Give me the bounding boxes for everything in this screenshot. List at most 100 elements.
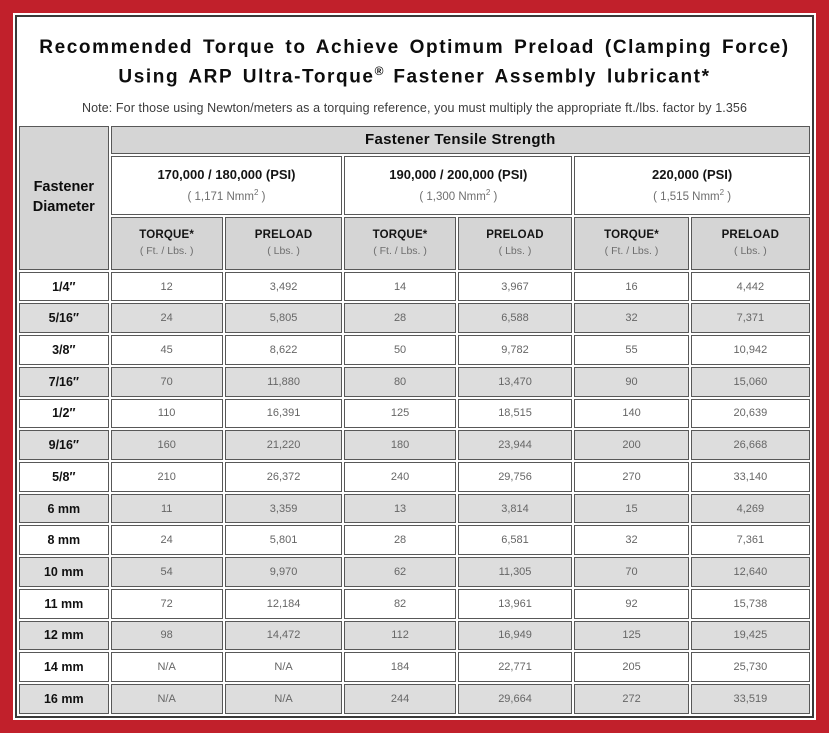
psi-group-190-200-label: 190,000 / 200,000 (PSI) — [389, 167, 528, 183]
torque-value-cell: 110 — [110, 398, 223, 429]
preload-value-cell: 3,967 — [457, 271, 573, 302]
row-diameter-label: 16 mm — [19, 684, 109, 714]
psi-group-190-200-nmm: ( 1,300 Nmm2 ) — [419, 188, 498, 204]
preload-value-cell: 6,581 — [457, 525, 573, 556]
torque-value-cell: N/A — [110, 684, 223, 714]
preload-value-cell: 9,970 — [224, 557, 343, 587]
torque-value-cell: 50 — [344, 335, 456, 365]
psi-group-170-180-nmm: ( 1,171 Nmm2 ) — [187, 188, 266, 204]
row-diameter-label: 6 mm — [19, 493, 109, 524]
preload-value-cell: 10,942 — [690, 335, 810, 365]
preload-value-cell: 5,801 — [224, 525, 343, 556]
row-diameter-label: 1/4″ — [19, 271, 109, 302]
preload-value-cell: 7,361 — [690, 525, 810, 556]
table-row: 16 mm N/A N/A 244 29,664 272 33,519 — [19, 684, 810, 714]
torque-value-cell: 244 — [344, 684, 456, 714]
row-diameter-label: 12 mm — [19, 620, 109, 651]
torque-value-cell: 80 — [344, 366, 456, 397]
preload-value-cell: 23,944 — [457, 430, 573, 460]
table-row: 12 mm 98 14,472 112 16,949 125 19,425 — [19, 620, 810, 651]
row-diameter-label: 3/8″ — [19, 335, 109, 365]
psi-group-header-row: 170,000 / 180,000 (PSI) ( 1,171 Nmm2 ) 1… — [19, 155, 810, 216]
psi-group-170-180: 170,000 / 180,000 (PSI) ( 1,171 Nmm2 ) — [110, 155, 343, 216]
torque-value-cell: 98 — [110, 620, 223, 651]
torque-value-cell: 184 — [344, 652, 456, 683]
preload-value-cell: N/A — [224, 652, 343, 683]
table-row: 1/4″ 12 3,492 14 3,967 16 4,442 — [19, 271, 810, 302]
torque-value-cell: 24 — [110, 525, 223, 556]
psi-group-220-nmm: ( 1,515 Nmm2 ) — [653, 188, 732, 204]
torque-value-cell: 200 — [574, 430, 689, 460]
torque-value-cell: 55 — [574, 335, 689, 365]
table-row: 6 mm 11 3,359 13 3,814 15 4,269 — [19, 493, 810, 524]
psi-group-170-180-label: 170,000 / 180,000 (PSI) — [157, 167, 296, 183]
row-diameter-label: 8 mm — [19, 525, 109, 556]
row-diameter-label: 14 mm — [19, 652, 109, 683]
torque-preload-header-row: TORQUE* ( Ft. / Lbs. ) PRELOAD ( Lbs. ) … — [19, 217, 810, 270]
torque-value-cell: 210 — [110, 462, 223, 492]
psi-group-190-200: 190,000 / 200,000 (PSI) ( 1,300 Nmm2 ) — [344, 155, 573, 216]
torque-value-cell: 272 — [574, 684, 689, 714]
preload-header-2: PRELOAD ( Lbs. ) — [457, 217, 573, 270]
preload-value-cell: 5,805 — [224, 303, 343, 334]
preload-value-cell: 12,640 — [690, 557, 810, 587]
row-diameter-label: 5/8″ — [19, 462, 109, 492]
torque-value-cell: 70 — [110, 366, 223, 397]
title-section: Recommended Torque to Achieve Optimum Pr… — [17, 17, 812, 124]
preload-value-cell: 16,391 — [224, 398, 343, 429]
torque-value-cell: 125 — [574, 620, 689, 651]
table-row: 9/16″ 160 21,220 180 23,944 200 26,668 — [19, 430, 810, 460]
tensile-strength-header-row: Fastener Diameter Fastener Tensile Stren… — [19, 126, 810, 270]
torque-header-1: TORQUE* ( Ft. / Lbs. ) — [110, 217, 223, 270]
preload-value-cell: 6,588 — [457, 303, 573, 334]
preload-value-cell: 3,359 — [224, 493, 343, 524]
torque-value-cell: 12 — [110, 271, 223, 302]
inner-sliver: Recommended Torque to Achieve Optimum Pr… — [13, 13, 816, 720]
torque-value-cell: 54 — [110, 557, 223, 587]
row-diameter-label: 10 mm — [19, 557, 109, 587]
preload-value-cell: 8,622 — [224, 335, 343, 365]
preload-value-cell: 26,668 — [690, 430, 810, 460]
table-row: 5/16″ 24 5,805 28 6,588 32 7,371 — [19, 303, 810, 334]
preload-value-cell: 11,880 — [224, 366, 343, 397]
preload-value-cell: 33,140 — [690, 462, 810, 492]
torque-header-3: TORQUE* ( Ft. / Lbs. ) — [574, 217, 689, 270]
table-row: 5/8″ 210 26,372 240 29,756 270 33,140 — [19, 462, 810, 492]
torque-value-cell: 125 — [344, 398, 456, 429]
preload-value-cell: 11,305 — [457, 557, 573, 587]
preload-value-cell: 18,515 — [457, 398, 573, 429]
psi-group-220: 220,000 (PSI) ( 1,515 Nmm2 ) — [574, 155, 810, 216]
psi-group-220-label: 220,000 (PSI) — [652, 167, 733, 183]
torque-value-cell: 24 — [110, 303, 223, 334]
preload-value-cell: 20,639 — [690, 398, 810, 429]
preload-value-cell: 26,372 — [224, 462, 343, 492]
preload-value-cell: 15,738 — [690, 588, 810, 619]
torque-spec-table: Fastener Diameter Fastener Tensile Stren… — [17, 124, 812, 716]
table-row: 10 mm 54 9,970 62 11,305 70 12,640 — [19, 557, 810, 587]
torque-value-cell: 62 — [344, 557, 456, 587]
torque-value-cell: 28 — [344, 303, 456, 334]
page-title-line-1: Recommended Torque to Achieve Optimum Pr… — [39, 37, 790, 58]
torque-value-cell: N/A — [110, 652, 223, 683]
row-diameter-label: 5/16″ — [19, 303, 109, 334]
preload-value-cell: 13,961 — [457, 588, 573, 619]
torque-value-cell: 13 — [344, 493, 456, 524]
preload-value-cell: 3,492 — [224, 271, 343, 302]
torque-value-cell: 205 — [574, 652, 689, 683]
torque-value-cell: 45 — [110, 335, 223, 365]
torque-value-cell: 140 — [574, 398, 689, 429]
preload-value-cell: 21,220 — [224, 430, 343, 460]
row-diameter-label: 9/16″ — [19, 430, 109, 460]
title-line-2-post: Fastener Assembly lubricant* — [383, 66, 711, 88]
preload-value-cell: 19,425 — [690, 620, 810, 651]
content-panel: Recommended Torque to Achieve Optimum Pr… — [15, 15, 814, 718]
torque-value-cell: 70 — [574, 557, 689, 587]
torque-value-cell: 32 — [574, 525, 689, 556]
preload-value-cell: 7,371 — [690, 303, 810, 334]
torque-value-cell: 270 — [574, 462, 689, 492]
torque-header-2: TORQUE* ( Ft. / Lbs. ) — [344, 217, 456, 270]
torque-value-cell: 15 — [574, 493, 689, 524]
torque-value-cell: 92 — [574, 588, 689, 619]
torque-table-body: Fastener Diameter Fastener Tensile Stren… — [19, 126, 810, 714]
